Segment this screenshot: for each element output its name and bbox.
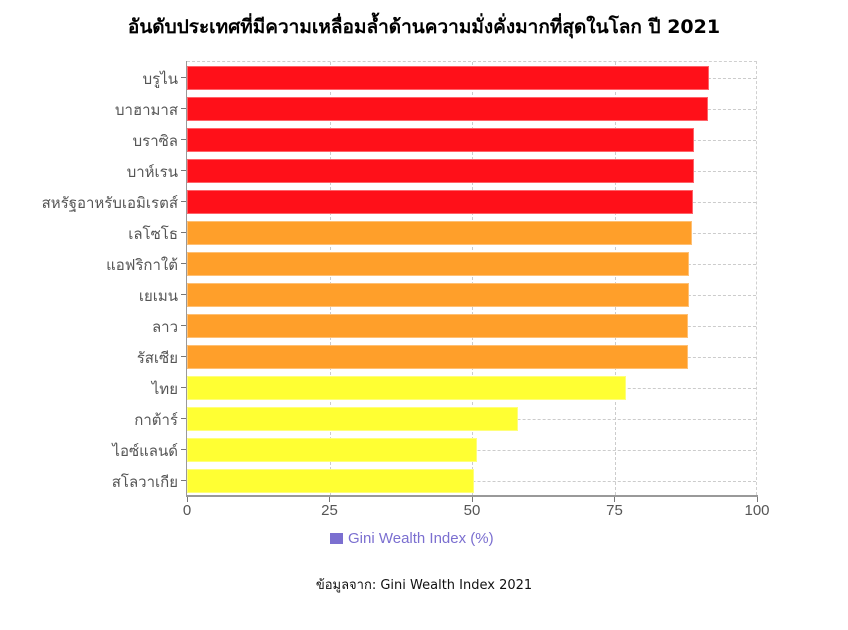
x-tick-label: 0 bbox=[182, 502, 192, 519]
y-tick bbox=[181, 417, 186, 419]
y-tick bbox=[181, 231, 186, 233]
plot-area bbox=[187, 61, 757, 495]
bar[interactable] bbox=[187, 158, 694, 183]
x-tick bbox=[329, 497, 330, 502]
y-tick bbox=[181, 200, 186, 202]
source-note: ข้อมูลจาก: Gini Wealth Index 2021 bbox=[315, 578, 533, 593]
x-tick bbox=[471, 497, 473, 502]
bar[interactable] bbox=[187, 251, 690, 276]
x-tick-label: 25 bbox=[321, 502, 338, 519]
y-tick-label: ไทย bbox=[151, 379, 178, 398]
y-tick bbox=[181, 324, 186, 326]
bar[interactable] bbox=[187, 437, 478, 462]
bar[interactable] bbox=[187, 282, 690, 307]
bar[interactable] bbox=[187, 65, 710, 90]
y-tick bbox=[181, 386, 186, 388]
y-axis-line bbox=[186, 61, 187, 496]
x-tick-label: 50 bbox=[463, 502, 481, 519]
bar[interactable] bbox=[187, 468, 474, 493]
y-tick-label: ลาว bbox=[151, 317, 178, 336]
y-tick bbox=[181, 262, 186, 264]
y-tick-label: สหรัฐอาหรับเอมิเรตส์ bbox=[41, 193, 178, 212]
grid-line-vertical bbox=[472, 62, 473, 495]
bar[interactable] bbox=[187, 375, 626, 400]
x-tick bbox=[186, 497, 188, 502]
legend-label: Gini Wealth Index (%) bbox=[348, 530, 494, 547]
x-tick-label: 100 bbox=[744, 502, 770, 519]
y-tick-label: เยเมน bbox=[138, 286, 178, 305]
bar[interactable] bbox=[187, 344, 689, 369]
bar[interactable] bbox=[187, 313, 689, 338]
x-axis-line bbox=[186, 495, 758, 497]
y-tick bbox=[181, 448, 186, 450]
bar[interactable] bbox=[187, 220, 693, 245]
bar[interactable] bbox=[187, 406, 519, 431]
y-tick bbox=[181, 76, 186, 78]
y-tick-label: สโลวาเกีย bbox=[111, 472, 178, 491]
bar[interactable] bbox=[187, 96, 708, 121]
y-tick-label: ไอซ์แลนด์ bbox=[112, 441, 178, 460]
grid-line-vertical bbox=[614, 62, 616, 495]
y-tick-label: กาต้าร์ bbox=[134, 410, 178, 429]
bar[interactable] bbox=[187, 127, 695, 152]
x-tick bbox=[756, 497, 758, 502]
legend[interactable]: Gini Wealth Index (%) bbox=[330, 530, 494, 547]
y-tick-label: บราซิล bbox=[132, 131, 178, 150]
y-tick bbox=[181, 107, 186, 109]
legend-swatch-icon bbox=[330, 533, 343, 544]
y-tick-label: แอฟริกาใต้ bbox=[106, 255, 178, 274]
x-tick bbox=[614, 497, 615, 502]
y-tick-label: บรูไน bbox=[142, 69, 178, 88]
y-tick bbox=[181, 479, 186, 481]
x-tick-label: 75 bbox=[606, 502, 623, 519]
chart-title: อันดับประเทศที่มีความเหลื่อมล้ำด้านความม… bbox=[127, 16, 721, 38]
y-tick bbox=[181, 169, 186, 171]
bar[interactable] bbox=[187, 189, 694, 214]
y-tick-label: เลโซโธ bbox=[128, 224, 178, 243]
y-tick bbox=[181, 293, 186, 295]
y-tick bbox=[181, 138, 186, 140]
y-tick bbox=[181, 355, 186, 357]
y-tick-label: บาห์เรน bbox=[126, 162, 178, 181]
y-tick-label: รัสเซีย bbox=[136, 348, 178, 367]
grid-line-vertical bbox=[329, 62, 331, 495]
y-tick-label: บาฮามาส bbox=[115, 100, 178, 119]
